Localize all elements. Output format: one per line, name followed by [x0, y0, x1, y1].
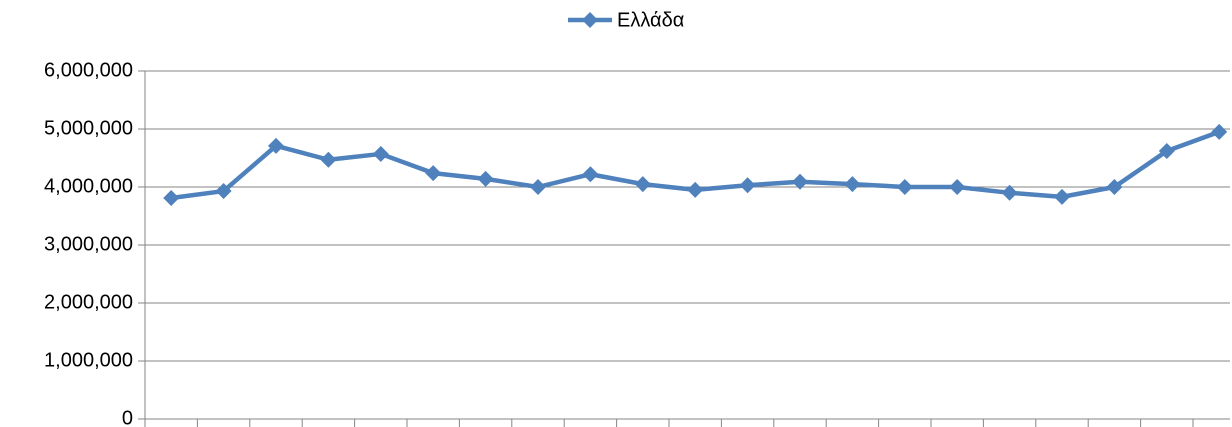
data-point [949, 179, 966, 195]
y-tick-label: 4,000,000 [44, 175, 133, 197]
data-point [215, 183, 232, 200]
y-tick-label: 1,000,000 [44, 349, 133, 371]
data-point [477, 170, 494, 187]
data-point [1158, 143, 1175, 160]
data-point [634, 176, 651, 193]
data-point [896, 179, 913, 195]
data-point [582, 166, 599, 183]
data-point [1211, 123, 1228, 140]
data-point [739, 177, 756, 194]
data-point [844, 176, 861, 193]
y-tick-label: 3,000,000 [44, 233, 133, 255]
data-point [425, 165, 442, 182]
data-point [163, 190, 180, 207]
legend-label: Ελλάδα [617, 9, 684, 31]
data-point [792, 173, 808, 190]
data-point [687, 181, 704, 198]
data-point [530, 179, 546, 195]
y-tick-label: 0 [122, 407, 133, 427]
y-tick-label: 6,000,000 [44, 59, 133, 81]
legend-marker [582, 12, 598, 28]
data-point [1106, 179, 1123, 195]
data-point [320, 151, 337, 168]
data-point [372, 145, 389, 162]
data-point [1001, 184, 1018, 201]
data-point [1054, 188, 1070, 205]
data-point [268, 137, 284, 154]
y-tick-label: 2,000,000 [44, 291, 133, 313]
y-tick-label: 5,000,000 [44, 117, 133, 139]
